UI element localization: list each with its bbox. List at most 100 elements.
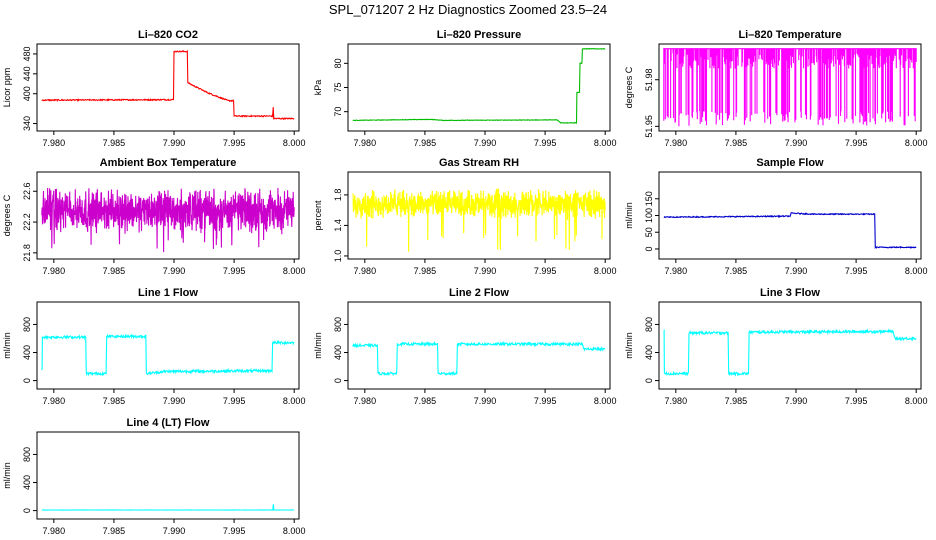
x-tick-label: 7.985: [725, 396, 748, 406]
x-tick-label: 7.990: [163, 396, 186, 406]
chart-title: Line 4 (LT) Flow: [127, 417, 210, 429]
chart-title: Li–820 Pressure: [437, 29, 521, 41]
x-tick-label: 7.985: [103, 396, 126, 406]
data-series: [41, 333, 295, 377]
plot-frame: [36, 431, 300, 520]
y-tick-label: 75: [333, 82, 343, 92]
y-tick-label: 1.0: [333, 250, 343, 263]
y-axis-label: ml/min: [2, 462, 12, 489]
x-tick-label: 7.985: [103, 266, 126, 276]
y-tick-label: 70: [333, 107, 343, 117]
x-tick-label: 7.990: [474, 266, 497, 276]
chart-line2_flow: Line 2 Flow 7.980 7.985 7.990 7.995 8.000 0 400…: [313, 287, 616, 406]
x-tick-label: 8.000: [594, 266, 617, 276]
x-tick-label: 8.000: [905, 138, 928, 148]
data-series: [41, 187, 295, 253]
x-tick-label: 7.995: [534, 138, 557, 148]
x-tick-label: 7.995: [534, 266, 557, 276]
chart-title: Sample Flow: [756, 157, 824, 169]
data-series: [663, 328, 917, 377]
y-tick-label: 400: [22, 86, 32, 101]
x-tick-label: 8.000: [283, 526, 306, 536]
y-tick-label: 21.8: [22, 244, 32, 262]
chart-line1_flow: Line 1 Flow 7.980 7.985 7.990 7.995 8.000 0 400…: [2, 287, 305, 406]
y-axis-label: ml/min: [624, 332, 634, 359]
plot-frame: [347, 43, 611, 132]
plot-frame: [347, 171, 611, 260]
x-tick-label: 7.985: [103, 526, 126, 536]
x-tick-label: 7.990: [163, 266, 186, 276]
y-tick-label: 80: [333, 58, 343, 68]
x-tick-label: 7.980: [354, 138, 377, 148]
x-tick-label: 7.985: [414, 266, 437, 276]
plot-frame: [658, 301, 922, 390]
chart-pressure: Li–820 Pressure 7.980 7.985 7.990 7.995 8.000…: [313, 29, 616, 148]
plot-frame: [347, 301, 611, 390]
y-axis-label: kPa: [313, 80, 323, 96]
data-series: [352, 47, 606, 124]
y-tick-label: 480: [22, 46, 32, 61]
x-tick-label: 7.990: [785, 266, 808, 276]
y-axis-label: Licor ppm: [2, 68, 12, 108]
y-tick-label: 0: [22, 508, 32, 513]
y-axis-label: ml/min: [313, 332, 323, 359]
x-tick-label: 7.995: [223, 396, 246, 406]
x-tick-label: 7.985: [103, 138, 126, 148]
chart-sample_flow: Sample Flow 7.980 7.985 7.990 7.995 8.000 0 50 1…: [624, 157, 927, 276]
chart-title: Line 1 Flow: [138, 287, 198, 299]
data-series: [663, 48, 917, 127]
y-tick-label: 1.4: [333, 219, 343, 232]
x-tick-label: 7.990: [163, 138, 186, 148]
chart-title: Li–820 Temperature: [738, 29, 841, 41]
chart-ambient_temp: Ambient Box Temperature 7.980 7.985 7.990 7.…: [2, 157, 305, 276]
x-tick-label: 8.000: [283, 138, 306, 148]
plot-frame: [36, 301, 300, 390]
y-tick-label: 1.8: [333, 189, 343, 202]
y-tick-label: 0: [644, 378, 654, 383]
x-tick-label: 8.000: [283, 266, 306, 276]
chart-title: Ambient Box Temperature: [100, 157, 237, 169]
y-tick-label: 100: [644, 208, 654, 223]
chart-line3_flow: Line 3 Flow 7.980 7.985 7.990 7.995 8.000 0 400…: [624, 287, 927, 406]
x-tick-label: 7.980: [665, 138, 688, 148]
x-tick-label: 7.990: [785, 396, 808, 406]
y-tick-label: 22.6: [22, 182, 32, 200]
chart-title: Line 3 Flow: [760, 287, 820, 299]
x-tick-label: 8.000: [905, 266, 928, 276]
y-axis-label: ml/min: [624, 202, 634, 229]
x-tick-label: 7.980: [43, 396, 66, 406]
x-tick-label: 7.990: [163, 526, 186, 536]
chart-title: Gas Stream RH: [439, 157, 519, 169]
data-series: [352, 340, 606, 377]
x-tick-label: 7.995: [845, 396, 868, 406]
chart-line4_flow: Line 4 (LT) Flow 7.980 7.985 7.990 7.995 8.00…: [2, 417, 305, 536]
x-tick-label: 7.985: [414, 138, 437, 148]
x-tick-label: 8.000: [283, 396, 306, 406]
chart-rh: Gas Stream RH 7.980 7.985 7.990 7.995 8.000 1.…: [313, 157, 616, 276]
y-tick-label: 800: [644, 317, 654, 332]
y-axis-label: percent: [313, 200, 323, 231]
x-tick-label: 7.995: [223, 266, 246, 276]
data-series: [663, 212, 917, 249]
y-tick-label: 400: [22, 345, 32, 360]
data-series: [41, 49, 295, 120]
y-tick-label: 800: [22, 317, 32, 332]
x-tick-label: 7.980: [354, 396, 377, 406]
x-tick-label: 7.980: [354, 266, 377, 276]
y-tick-label: 150: [644, 191, 654, 206]
y-tick-label: 0: [22, 378, 32, 383]
x-tick-label: 8.000: [594, 138, 617, 148]
y-tick-label: 800: [22, 447, 32, 462]
x-tick-label: 7.990: [474, 396, 497, 406]
x-tick-label: 8.000: [905, 396, 928, 406]
y-tick-label: 51.95: [644, 115, 654, 138]
plot-frame: [36, 43, 300, 132]
y-tick-label: 340: [22, 116, 32, 131]
x-tick-label: 8.000: [594, 396, 617, 406]
y-tick-label: 22.2: [22, 213, 32, 231]
x-tick-label: 7.985: [725, 266, 748, 276]
plot-frame: [36, 171, 300, 260]
y-tick-label: 400: [333, 345, 343, 360]
x-tick-label: 7.980: [43, 526, 66, 536]
chart-co2: Li–820 CO2 7.980 7.985 7.990 7.995 8.000 340 40…: [2, 29, 305, 148]
